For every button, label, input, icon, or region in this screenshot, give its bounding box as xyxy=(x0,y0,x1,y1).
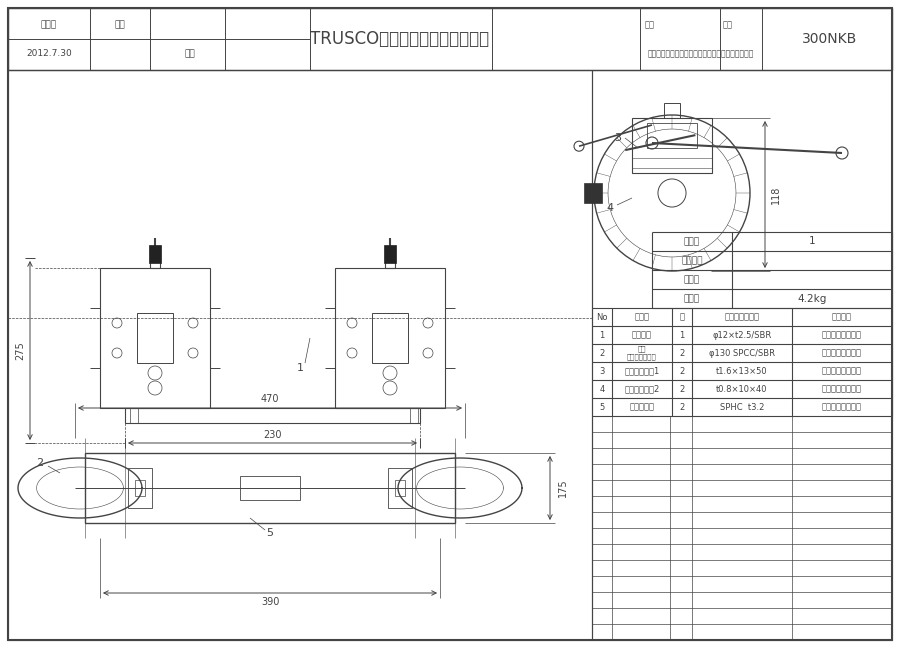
Bar xyxy=(395,480,405,496)
Text: No: No xyxy=(596,312,608,321)
Text: 青木: 青木 xyxy=(184,49,195,58)
Text: 作成日: 作成日 xyxy=(40,21,57,30)
Bar xyxy=(135,480,145,496)
Text: ペダル部: ペダル部 xyxy=(632,330,652,340)
Text: 2: 2 xyxy=(680,384,685,393)
Text: 118: 118 xyxy=(771,185,781,203)
Text: 275: 275 xyxy=(15,341,25,360)
Text: 175: 175 xyxy=(558,479,568,497)
Bar xyxy=(8,70,592,640)
Bar xyxy=(150,246,160,268)
Bar xyxy=(385,246,395,268)
Text: 390: 390 xyxy=(261,597,279,607)
Bar xyxy=(372,313,408,363)
Text: 230: 230 xyxy=(263,430,282,440)
Text: 引っ張りバネ1: 引っ張りバネ1 xyxy=(625,367,660,375)
Text: 3: 3 xyxy=(599,367,605,375)
Bar xyxy=(592,70,892,640)
Text: 470: 470 xyxy=(261,394,279,404)
Text: 三価クロムメッキ: 三価クロムメッキ xyxy=(822,402,862,411)
Bar xyxy=(384,245,396,263)
Bar xyxy=(584,183,602,203)
Text: 2: 2 xyxy=(599,349,605,358)
Bar xyxy=(128,468,152,508)
Bar xyxy=(335,268,445,408)
Text: 梱包数: 梱包数 xyxy=(684,237,700,246)
Bar xyxy=(137,313,173,363)
Text: 1: 1 xyxy=(680,330,685,340)
Text: 検図: 検図 xyxy=(114,21,125,30)
Text: ブレーキ部: ブレーキ部 xyxy=(629,402,654,411)
Text: 品番: 品番 xyxy=(723,21,733,30)
Text: 2: 2 xyxy=(680,367,685,375)
Text: 5: 5 xyxy=(266,528,274,538)
Text: 4: 4 xyxy=(599,384,605,393)
Text: t1.6×13×50: t1.6×13×50 xyxy=(716,367,768,375)
Bar xyxy=(85,453,455,523)
Bar xyxy=(410,408,418,423)
Bar xyxy=(240,476,300,500)
Bar xyxy=(125,408,420,423)
Text: 固定キャスター: 固定キャスター xyxy=(627,354,657,360)
Text: サイズ: サイズ xyxy=(684,275,700,284)
Text: 表面処理: 表面処理 xyxy=(832,312,852,321)
Bar xyxy=(664,103,680,118)
Text: 2: 2 xyxy=(36,458,43,468)
Bar xyxy=(149,245,161,263)
Bar xyxy=(647,123,697,148)
Text: φ12×t2.5/SBR: φ12×t2.5/SBR xyxy=(713,330,771,340)
Text: 品名: 品名 xyxy=(645,21,655,30)
Text: 300NKB: 300NKB xyxy=(803,32,858,46)
Text: 三価クロムメッキ: 三価クロムメッキ xyxy=(822,367,862,375)
Text: 2012.7.30: 2012.7.30 xyxy=(26,49,72,58)
Text: 5: 5 xyxy=(599,402,605,411)
Text: 1: 1 xyxy=(809,237,815,246)
Text: SPHC  t3.2: SPHC t3.2 xyxy=(720,402,764,411)
Bar xyxy=(388,468,412,508)
Text: 三価クロムメッキ: 三価クロムメッキ xyxy=(822,330,862,340)
Text: φ130 SPCC/SBR: φ130 SPCC/SBR xyxy=(709,349,775,358)
Text: 4: 4 xyxy=(607,203,614,213)
Text: 3: 3 xyxy=(615,133,622,143)
Text: ドンキーカート用オプションブレーキピン式タイプ: ドンキーカート用オプションブレーキピン式タイプ xyxy=(648,49,754,58)
Text: 引っ張りバネ2: 引っ張りバネ2 xyxy=(625,384,660,393)
Text: 三価クロムメッキ: 三価クロムメッキ xyxy=(822,384,862,393)
Bar xyxy=(632,118,712,173)
Text: 数: 数 xyxy=(680,312,685,321)
Text: 2: 2 xyxy=(680,349,685,358)
Text: 2: 2 xyxy=(680,402,685,411)
Text: 番番: 番番 xyxy=(638,345,646,353)
Text: 積載荷重: 積載荷重 xyxy=(681,256,703,265)
Bar xyxy=(8,8,892,70)
Text: 材質、厚／品番: 材質、厚／品番 xyxy=(724,312,760,321)
Text: 1: 1 xyxy=(296,363,303,373)
Text: 三価クロムメッキ: 三価クロムメッキ xyxy=(822,349,862,358)
Text: 自　重: 自 重 xyxy=(684,294,700,303)
Bar xyxy=(100,268,210,408)
Bar xyxy=(130,408,138,423)
Text: 部品名: 部品名 xyxy=(634,312,650,321)
Text: 4.2kg: 4.2kg xyxy=(797,294,827,303)
Text: t0.8×10×40: t0.8×10×40 xyxy=(716,384,768,393)
Text: 1: 1 xyxy=(599,330,605,340)
Text: TRUSCO　トラスコ中山株式会社: TRUSCO トラスコ中山株式会社 xyxy=(310,30,490,48)
